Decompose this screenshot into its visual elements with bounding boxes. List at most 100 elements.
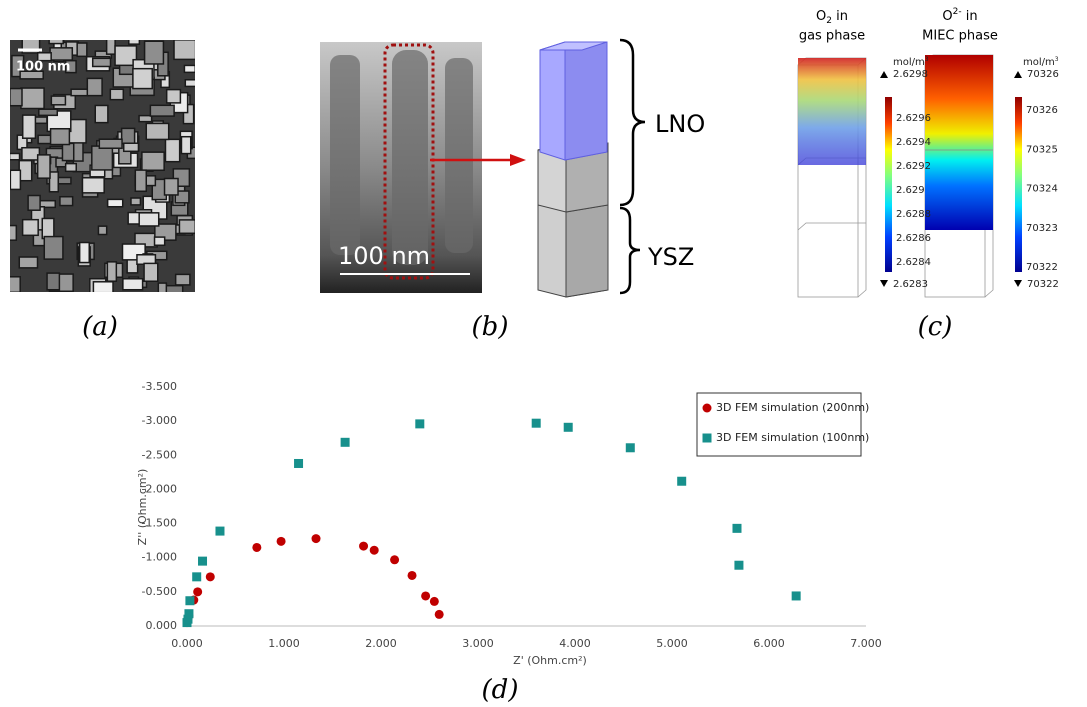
title-rest: in (832, 9, 848, 24)
superscript: 2- (953, 7, 962, 17)
grain (81, 177, 105, 194)
grain (21, 114, 37, 139)
y-tick-label: -3.500 (142, 380, 177, 393)
y-tick-label: -2.500 (142, 448, 177, 461)
species: O (942, 9, 952, 24)
grain (48, 171, 60, 193)
tem-columns (330, 50, 473, 265)
grain (49, 47, 74, 61)
grain (132, 67, 153, 90)
grain (184, 79, 195, 88)
grain (43, 235, 64, 260)
grain (10, 87, 23, 107)
point (359, 541, 369, 551)
x-tick-label: 5.000 (656, 637, 688, 650)
colorbar-tick-label: 70326 (1026, 105, 1058, 116)
point (732, 523, 742, 533)
x-tick-label: 2.000 (365, 637, 397, 650)
grain (92, 281, 114, 292)
grain (122, 278, 144, 291)
point (215, 526, 225, 536)
layer-label: LNO (655, 110, 705, 138)
unit: mol/m (1023, 57, 1055, 68)
point (390, 555, 400, 565)
grain (128, 40, 141, 45)
grain (145, 122, 170, 141)
panel-label: (a) (82, 312, 118, 342)
colorbar-unit: mol/m3 (893, 56, 929, 69)
point (252, 542, 262, 552)
grain (36, 52, 52, 62)
grain (143, 40, 165, 65)
grain (21, 218, 39, 237)
grain (27, 194, 41, 211)
grain (98, 138, 123, 149)
unit-sup: 3 (925, 56, 929, 63)
grain (94, 104, 109, 124)
grain (19, 70, 44, 80)
legend-label: 3D FEM simulation (200nm) (716, 401, 869, 414)
grain (157, 282, 168, 292)
grain (49, 127, 71, 146)
panel-label: (d) (482, 675, 519, 705)
x-tick-label: 3.000 (462, 637, 494, 650)
grain (46, 272, 61, 291)
grain (164, 138, 181, 163)
grain (141, 151, 165, 172)
min-marker (880, 280, 888, 287)
colorbar-unit: mol/m3 (1023, 56, 1059, 69)
point (734, 560, 744, 570)
y-tick-label: -1.500 (142, 517, 177, 530)
point (205, 572, 215, 582)
grain (97, 225, 108, 236)
grain (50, 95, 67, 106)
point (369, 545, 379, 555)
colorbar-tick-label: 70324 (1026, 184, 1058, 195)
colorbar (885, 97, 892, 272)
grain (41, 217, 55, 240)
x-tick-label: 7.000 (850, 637, 882, 650)
grain (174, 190, 190, 204)
point (192, 572, 202, 582)
colorbar-tick-label: 2.629 (896, 185, 925, 196)
grain (10, 276, 21, 292)
grain (180, 135, 192, 155)
y-tick-label: -0.500 (142, 585, 177, 598)
y-tick-label: 0.000 (146, 619, 178, 632)
grain (178, 219, 195, 235)
point (185, 596, 195, 606)
y-tick-label: -3.000 (142, 414, 177, 427)
layer-label: YSZ (647, 243, 694, 271)
grain (149, 104, 175, 117)
grain (91, 145, 114, 171)
species: O (816, 9, 826, 24)
grain (134, 169, 148, 192)
point (531, 418, 541, 428)
unit: mol/m (893, 57, 925, 68)
brace (619, 38, 646, 207)
grain (55, 157, 68, 168)
grain (153, 236, 166, 246)
point (625, 443, 635, 453)
grain (114, 45, 138, 67)
grain (38, 108, 59, 117)
point (183, 614, 193, 624)
title-rest: in (962, 9, 978, 24)
colorbar-tick-label: 70322 (1026, 262, 1058, 273)
grain (11, 54, 25, 78)
legend-marker (702, 403, 712, 413)
y-tick-label: -2.000 (142, 482, 177, 495)
point (198, 556, 208, 566)
point (407, 570, 417, 580)
colorbar (1015, 97, 1022, 272)
colorbar-max: 2.6298 (893, 69, 928, 80)
scale-bar-label: 100 nm (16, 60, 70, 75)
grain (106, 198, 124, 208)
point (434, 609, 444, 619)
subscript: 2 (826, 16, 832, 26)
point (276, 536, 286, 546)
grain (122, 142, 140, 153)
panel-label: (c) (918, 312, 953, 342)
grain (20, 87, 45, 110)
